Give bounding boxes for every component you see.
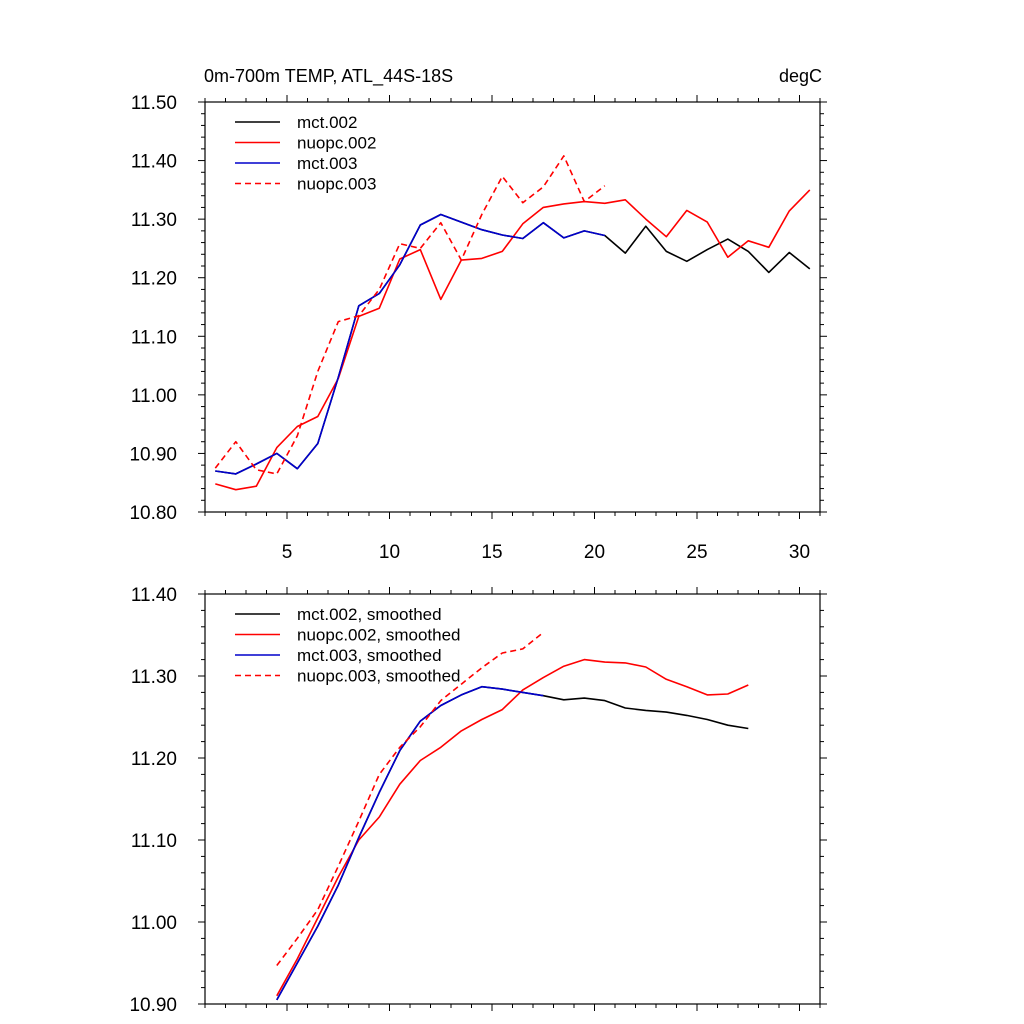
series-line-nuopc-002-smoothed [276,658,749,997]
legend-label: nuopc.002, smoothed [297,626,461,645]
legend-label: mct.002 [297,113,357,132]
y-tick-label: 11.40 [131,152,177,173]
y-tick-label: 11.20 [131,749,177,770]
x-tick-label: 25 [686,542,707,563]
units-label: degC [779,66,822,86]
y-tick-label: 11.40 [131,585,177,606]
legend-label: mct.003, smoothed [297,646,442,665]
series-line-mct-003-smoothed [276,685,544,1001]
x-tick-label: 5 [282,542,293,563]
series-line-mct-003 [215,213,605,475]
y-tick-label: 11.10 [131,831,177,852]
y-tick-label: 11.10 [131,327,177,348]
series-line-nuopc-002 [215,189,811,491]
legend-label: nuopc.002 [297,134,376,153]
legend-label: mct.003 [297,154,357,173]
x-tick-label: 10 [379,542,400,563]
x-tick-label: 20 [584,542,605,563]
y-tick-label: 11.00 [131,913,177,934]
series-line-mct-002-smoothed [276,685,749,1001]
legend-label: mct.002, smoothed [297,605,442,624]
legend-label: nuopc.003 [297,175,376,194]
chart-title: 0m-700m TEMP, ATL_44S-18S [204,66,453,87]
x-tick-label: 15 [481,542,502,563]
y-tick-label: 11.20 [131,269,177,290]
y-tick-label: 11.30 [131,667,177,688]
y-tick-label: 11.50 [131,93,177,114]
bottom-panel: 10.90 11.00 11.10 11.20 11.30 11.40 mct.002, s… [129,585,827,1016]
y-tick-label: 10.90 [129,995,177,1016]
y-tick-label: 11.00 [131,386,177,407]
y-tick-label: 10.80 [129,503,177,524]
y-tick-label: 10.90 [129,444,177,465]
series-line-mct-002 [215,213,811,475]
x-tick-label: 30 [789,542,810,563]
series-line-nuopc-003 [214,155,606,475]
y-tick-label: 11.30 [131,210,177,231]
top-panel: 0m-700m TEMP, ATL_44S-18S degC 10.80 10.9… [129,66,827,563]
legend-label: nuopc.003, smoothed [297,667,461,686]
